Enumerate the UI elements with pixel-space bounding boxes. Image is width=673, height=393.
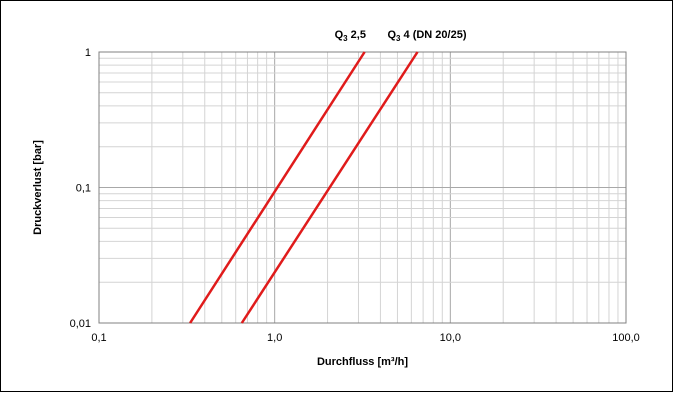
y-tick-label: 0,01 [70, 318, 91, 330]
x-tick-label: 0,1 [91, 332, 106, 344]
series-line-2 [240, 51, 419, 324]
y-axis-title: Druckverlust [bar] [32, 140, 44, 235]
series-label-2: Q3 4 (DN 20/25) [387, 29, 466, 43]
series-label-1: Q3 2,5 [335, 29, 366, 43]
x-axis-title: Durchfluss [m³/h] [317, 356, 408, 368]
series-line-1 [189, 51, 366, 324]
y-tick-labels: 0,01 0,1 1 [70, 47, 91, 330]
series-layer [189, 51, 419, 324]
plot-area [98, 51, 627, 324]
series-labels: Q3 2,5 Q3 4 (DN 20/25) [335, 29, 467, 43]
y-tick-label: 0,1 [76, 183, 91, 195]
y-tick-label: 1 [85, 47, 91, 59]
x-tick-labels: 0,1 1,0 10,0 100,0 [91, 332, 639, 344]
x-tick-label: 10,0 [440, 332, 461, 344]
x-tick-label: 1,0 [267, 332, 282, 344]
grid [98, 52, 626, 324]
x-tick-label: 100,0 [612, 332, 640, 344]
